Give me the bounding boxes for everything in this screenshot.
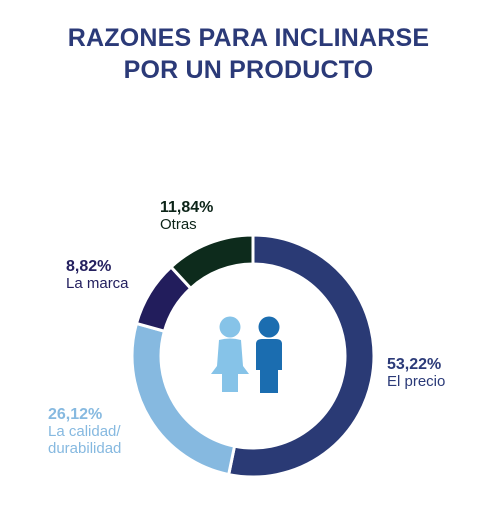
slice-name-line-2: durabilidad — [48, 440, 122, 457]
slice-label-el-precio: 53,22% El precio — [387, 356, 445, 390]
chart-title: RAZONES PARA INCLINARSE POR UN PRODUCTO — [0, 22, 497, 86]
slice-otras — [168, 233, 255, 291]
slice-name: Otras — [160, 216, 197, 233]
male-person-icon — [256, 316, 282, 393]
donut-slices — [130, 233, 376, 479]
slice-name-line-1: La calidad/ — [48, 423, 121, 440]
slice-value: 53,22% — [387, 356, 442, 373]
slice-label-otras: 11,84% Otras — [160, 199, 213, 233]
people-icon-group — [211, 316, 282, 393]
chart-title-line-1: RAZONES PARA INCLINARSE — [67, 24, 430, 52]
chart-title-line-2: POR UN PRODUCTO — [123, 56, 374, 84]
slice-label-la-marca: 8,82% La marca — [66, 258, 129, 292]
slice-value: 8,82% — [66, 258, 112, 275]
slice-label-la-calidad: 26,12% La calidad/ durabilidad — [48, 406, 121, 457]
slice-value: 11,84% — [160, 199, 214, 216]
slice-value: 26,12% — [48, 406, 103, 423]
female-person-icon — [211, 316, 249, 392]
slice-name: El precio — [387, 373, 446, 390]
slice-el-precio — [226, 233, 376, 479]
slice-name: La marca — [66, 275, 129, 292]
